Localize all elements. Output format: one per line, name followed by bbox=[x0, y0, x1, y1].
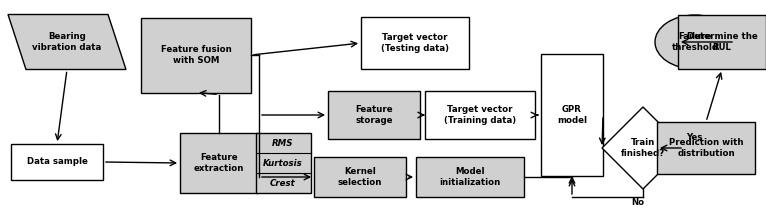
Text: Yes: Yes bbox=[686, 133, 702, 142]
Text: Target vector
(Testing data): Target vector (Testing data) bbox=[381, 33, 449, 53]
Bar bbox=[141, 18, 251, 93]
Bar bbox=[361, 17, 469, 69]
Text: Model
initialization: Model initialization bbox=[440, 167, 501, 187]
Text: Bearing
vibration data: Bearing vibration data bbox=[32, 32, 102, 52]
Bar bbox=[657, 122, 755, 174]
Bar bbox=[678, 15, 766, 69]
Bar bbox=[180, 133, 258, 193]
Text: Kernel
selection: Kernel selection bbox=[338, 167, 382, 187]
Bar bbox=[416, 157, 524, 197]
Text: Feature
extraction: Feature extraction bbox=[194, 153, 244, 173]
Text: Prediction with
distribution: Prediction with distribution bbox=[669, 138, 743, 158]
Polygon shape bbox=[602, 107, 684, 189]
Bar bbox=[11, 144, 103, 180]
Text: Target vector
(Training data): Target vector (Training data) bbox=[444, 105, 516, 125]
Bar bbox=[256, 133, 310, 193]
Text: RMS: RMS bbox=[272, 139, 293, 148]
Text: Feature fusion
with SOM: Feature fusion with SOM bbox=[161, 45, 231, 65]
Text: Determine the
RUL: Determine the RUL bbox=[686, 32, 758, 52]
Polygon shape bbox=[8, 14, 126, 70]
Bar bbox=[541, 54, 603, 176]
Ellipse shape bbox=[655, 15, 735, 69]
Text: No: No bbox=[631, 198, 644, 207]
Bar bbox=[328, 91, 420, 139]
Bar bbox=[425, 91, 535, 139]
Text: Data sample: Data sample bbox=[27, 158, 87, 167]
Text: GPR
model: GPR model bbox=[557, 105, 587, 125]
Text: Kurtosis: Kurtosis bbox=[264, 158, 303, 167]
Bar bbox=[314, 157, 406, 197]
Text: Train
finished?: Train finished? bbox=[621, 138, 665, 158]
Text: Feature
storage: Feature storage bbox=[355, 105, 393, 125]
Text: Failure
threshold: Failure threshold bbox=[672, 32, 719, 52]
Text: Crest: Crest bbox=[270, 178, 296, 187]
